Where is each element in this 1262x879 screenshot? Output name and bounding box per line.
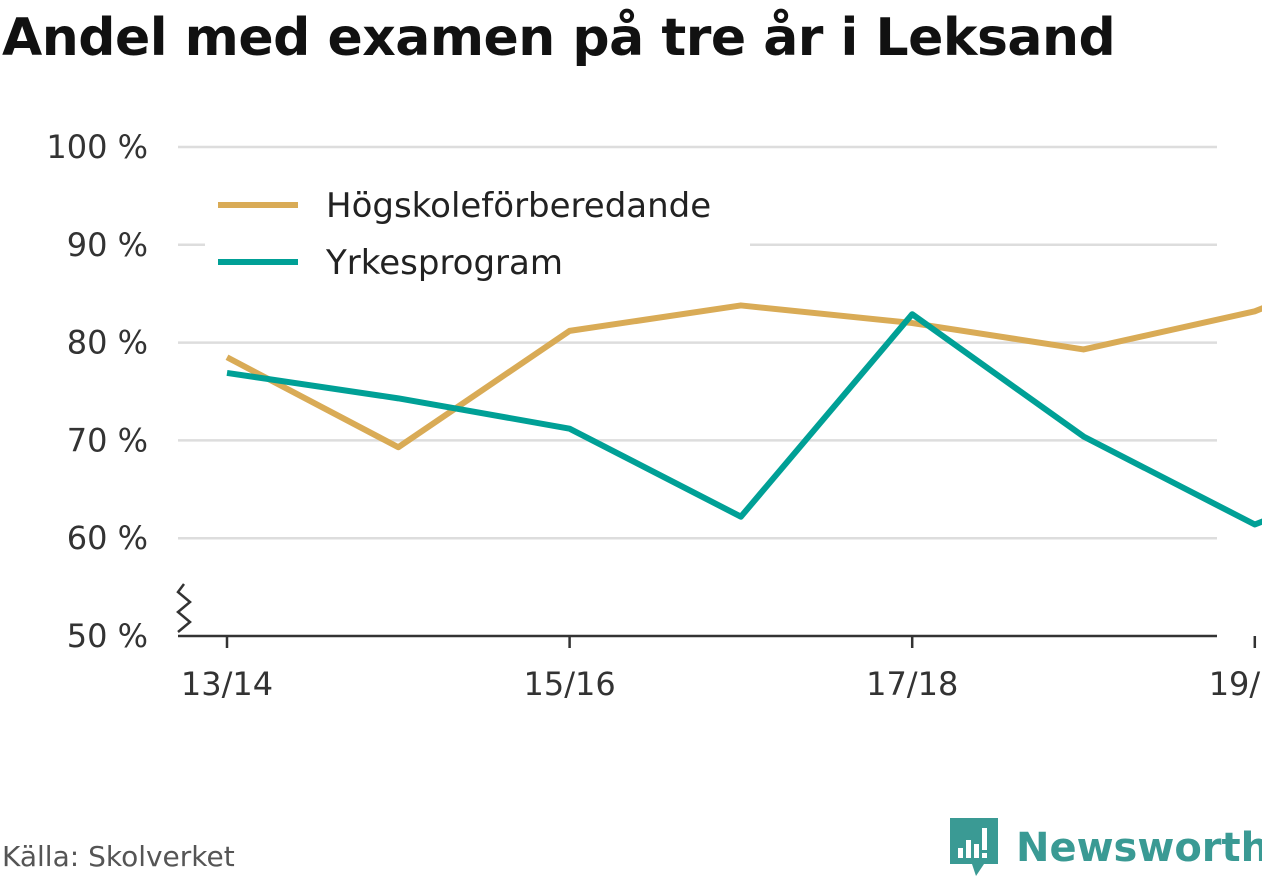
brand-name: Newsworthy — [1016, 825, 1262, 871]
legend-background — [205, 171, 750, 231]
axis-break-icon — [176, 583, 192, 633]
legend-label: Högskoleförberedande — [326, 186, 711, 226]
series-line-2 — [226, 311, 1262, 528]
newsworthy-logo-icon — [950, 818, 998, 876]
series-line-1 — [225, 302, 1262, 451]
x-tick-label: 13/14 — [181, 665, 273, 703]
line-chart: 50 % 60 % 70 % 80 % 90 % 100 % 13/14 15/16 17/1… — [46, 128, 1262, 703]
brand-logo: Newsworthy — [950, 818, 1262, 878]
x-tick-label: 17/18 — [866, 665, 958, 703]
y-tick-label: 100 % — [46, 128, 148, 166]
x-tick-label: 15/16 — [523, 665, 615, 703]
chart-title: Andel med examen på tre år i Leksand — [2, 8, 1116, 68]
legend: Högskoleförberedande Yrkesprogram — [205, 171, 750, 288]
series-lines — [225, 302, 1262, 528]
y-tick-label: 50 % — [67, 617, 148, 655]
legend-background — [205, 228, 750, 288]
source-note: Källa: Skolverket — [2, 840, 235, 873]
legend-label: Yrkesprogram — [325, 243, 563, 283]
x-tick-label: 19/20 — [1209, 665, 1262, 703]
y-tick-label: 90 % — [67, 226, 148, 264]
y-tick-label: 70 % — [67, 421, 148, 459]
y-tick-label: 80 % — [67, 324, 148, 362]
y-axis-ticks: 50 % 60 % 70 % 80 % 90 % 100 % — [46, 128, 148, 655]
y-tick-label: 60 % — [67, 519, 148, 557]
x-axis — [176, 583, 1217, 638]
